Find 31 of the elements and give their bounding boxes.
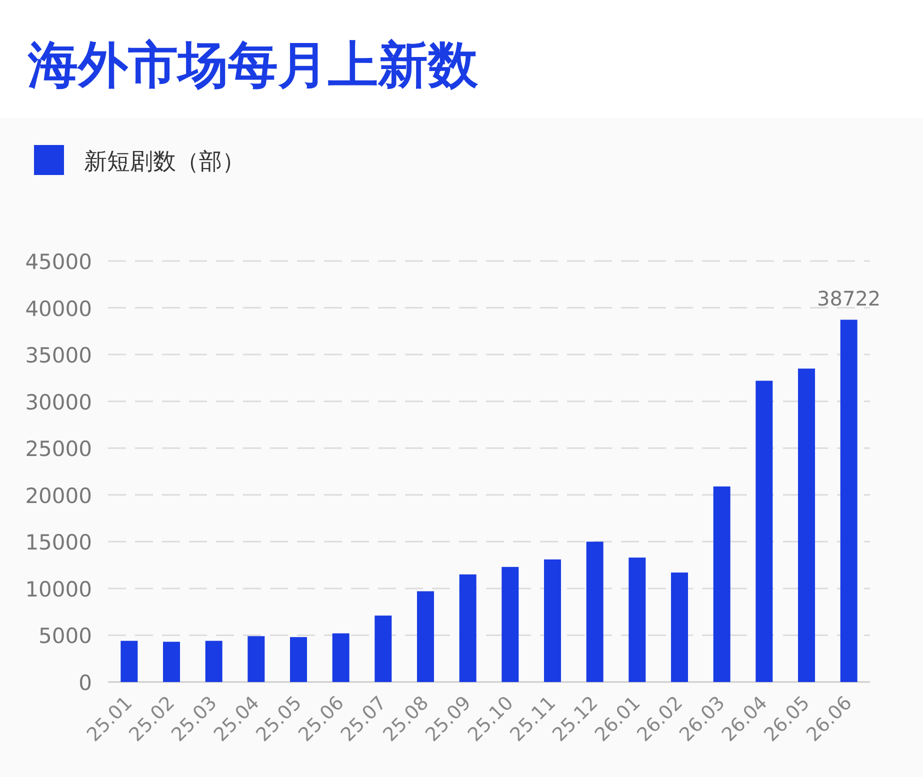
bar [163,642,180,682]
bar [798,368,815,682]
y-tick-label: 0 [78,671,92,695]
y-tick-label: 20000 [25,484,92,508]
bar [713,486,730,682]
y-tick-label: 5000 [38,624,92,648]
legend-label: 新短剧数（部） [84,149,245,175]
y-tick-label: 25000 [25,437,92,462]
bar [756,380,773,682]
bar [459,574,476,682]
chart-title: 海外市场每月上新数 [27,36,479,94]
bar [840,320,858,682]
bar [671,572,688,682]
bar [120,640,138,682]
bar [248,636,265,682]
y-tick-label: 15000 [25,530,92,555]
bar [628,558,646,682]
y-tick-label: 45000 [25,250,92,274]
bar [332,633,350,682]
bar [502,566,519,682]
bar [586,542,604,682]
y-tick-label: 40000 [25,296,92,321]
bar [290,637,307,682]
y-tick-label: 30000 [25,390,92,414]
y-tick-label: 10000 [25,577,92,602]
bar [544,559,561,682]
y-tick-label: 35000 [25,344,92,368]
bar [205,640,222,682]
data-label: 38722 [817,286,881,311]
bar [417,591,434,682]
bar [374,616,392,682]
